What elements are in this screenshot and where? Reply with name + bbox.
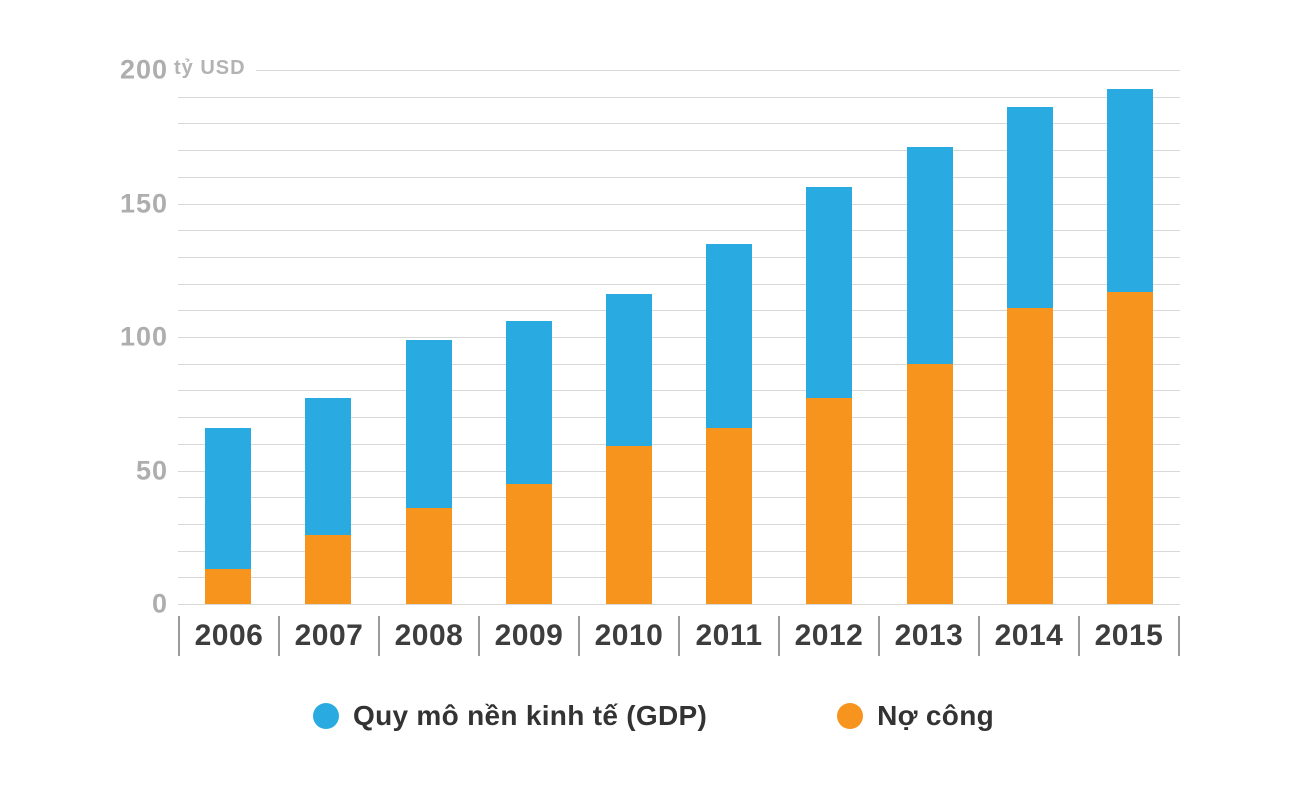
legend-item-debt: Nợ công	[837, 700, 994, 732]
x-tick-label-2014: 2014	[978, 616, 1078, 656]
x-tick-label-2007: 2007	[278, 616, 378, 656]
debt-segment	[205, 569, 252, 604]
x-tick-label-2010: 2010	[578, 616, 678, 656]
legend: Quy mô nền kinh tế (GDP) Nợ công	[0, 700, 1307, 732]
y-tick-label: 0	[151, 588, 168, 619]
x-tick-label-2008: 2008	[378, 616, 478, 656]
bar-2007	[305, 398, 352, 604]
x-tick-label-2011: 2011	[678, 616, 778, 656]
y-tick-label: 200	[119, 54, 168, 85]
gridline	[178, 150, 1180, 152]
x-tick-label-2013: 2013	[878, 616, 978, 656]
bar-2015	[1106, 88, 1153, 604]
gridline	[178, 70, 1180, 71]
gridline	[178, 310, 1180, 312]
gridline	[178, 123, 1180, 125]
x-tick-label-2009: 2009	[478, 616, 578, 656]
gridline	[178, 523, 1180, 525]
gridline	[178, 96, 1180, 98]
gridline	[178, 550, 1180, 552]
debt-segment	[1106, 291, 1153, 604]
gridline	[178, 577, 1180, 579]
x-axis-labels: 2006 2007 2008 2009 2010 2011 2012 2013 2014 2015	[178, 616, 1180, 656]
gridline	[178, 256, 1180, 258]
legend-debt-label: Nợ công	[877, 700, 994, 731]
legend-debt-swatch-icon	[837, 703, 864, 729]
gridline	[178, 497, 1180, 499]
gridline	[178, 417, 1180, 419]
x-tick-label-2015: 2015	[1078, 616, 1180, 656]
debt-segment	[806, 398, 853, 604]
x-tick-label-2012: 2012	[778, 616, 878, 656]
gridline	[178, 283, 1180, 285]
gridline	[178, 337, 1180, 338]
y-tick-label: 150	[119, 188, 168, 218]
gridline	[178, 604, 1180, 605]
x-tick-label-2006: 2006	[178, 616, 278, 656]
bar-2008	[405, 339, 452, 604]
gridline	[178, 203, 1180, 205]
bar-2014	[1006, 107, 1053, 604]
debt-segment	[305, 534, 352, 604]
debt-segment	[505, 483, 552, 604]
bar-2006	[205, 427, 252, 604]
bar-2011	[706, 243, 753, 604]
debt-segment	[605, 446, 652, 604]
gridline	[178, 363, 1180, 365]
y-axis-unit-label: tỷ USD	[172, 57, 256, 82]
bar-2013	[906, 147, 953, 604]
debt-segment	[405, 507, 452, 604]
y-tick-label: 50	[135, 455, 168, 485]
legend-gdp-label: Quy mô nền kinh tế (GDP)	[352, 700, 708, 731]
gridline	[178, 176, 1180, 178]
y-tick-label: 100	[119, 321, 168, 352]
bar-2010	[605, 294, 652, 604]
debt-segment	[706, 427, 753, 604]
debt-segment	[1006, 307, 1053, 604]
gridline	[178, 230, 1180, 232]
bar-2009	[505, 320, 552, 604]
bar-2012	[806, 187, 853, 604]
gridline	[178, 443, 1180, 445]
gridline	[178, 390, 1180, 392]
gridline	[178, 470, 1180, 472]
legend-gdp-swatch-icon	[312, 703, 339, 729]
legend-item-gdp: Quy mô nền kinh tế (GDP)	[312, 700, 708, 732]
debt-segment	[906, 363, 953, 604]
